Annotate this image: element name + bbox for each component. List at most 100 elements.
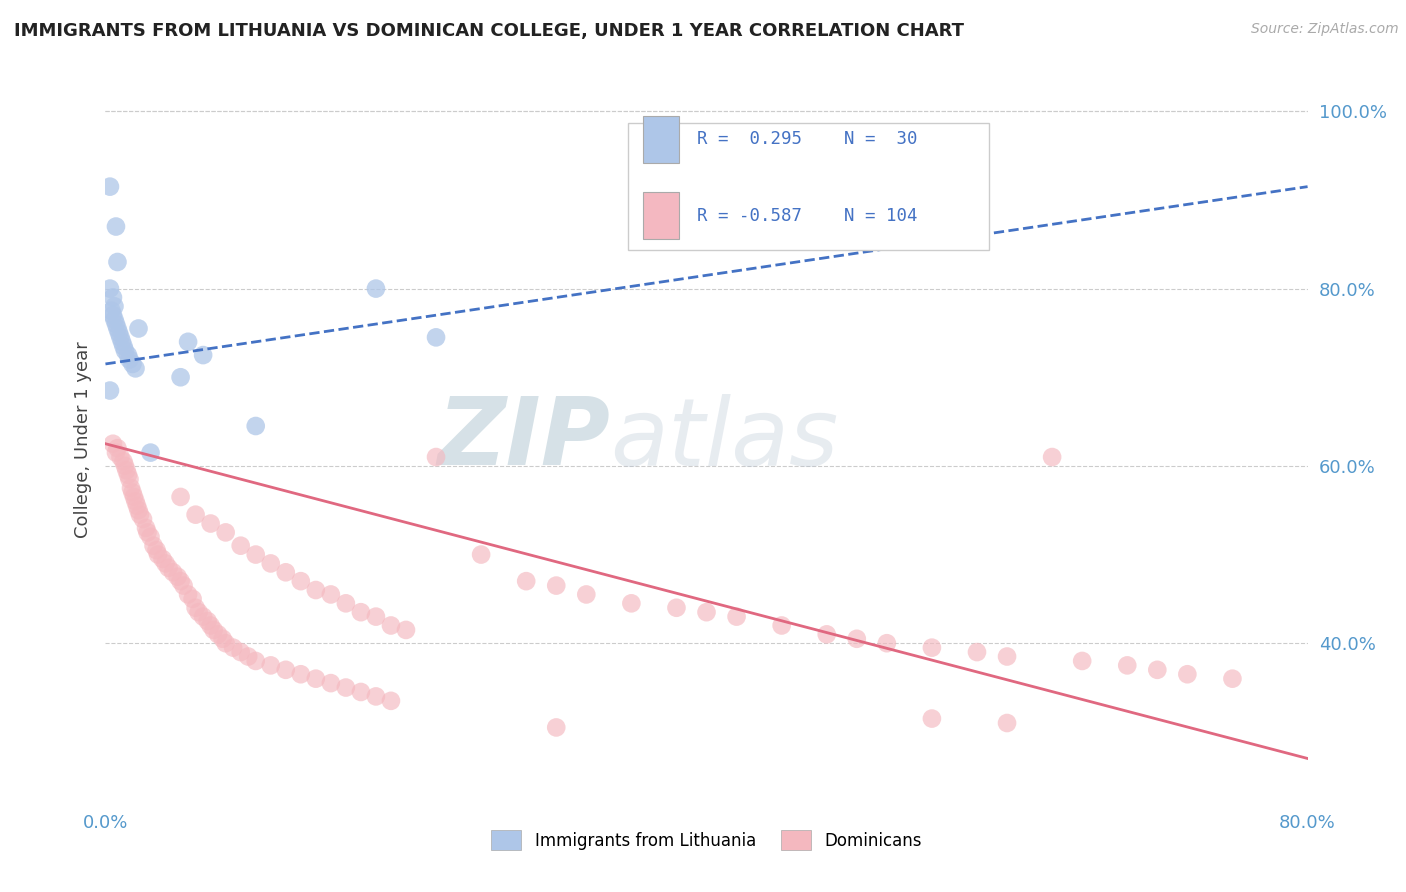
Point: [380, 694, 402, 708]
Point: [169, 370, 191, 384]
Point: [101, 308, 124, 322]
Point: [181, 591, 204, 606]
Point: [191, 348, 214, 362]
Point: [136, 525, 159, 540]
Point: [995, 649, 1018, 664]
Point: [845, 632, 868, 646]
Point: [319, 676, 342, 690]
Point: [202, 623, 225, 637]
Point: [1071, 654, 1094, 668]
Text: IMMIGRANTS FROM LITHUANIA VS DOMINICAN COLLEGE, UNDER 1 YEAR CORRELATION CHART: IMMIGRANTS FROM LITHUANIA VS DOMINICAN C…: [14, 22, 965, 40]
Point: [1040, 450, 1063, 464]
Point: [229, 539, 252, 553]
Point: [142, 539, 165, 553]
Point: [350, 605, 373, 619]
Point: [245, 419, 267, 434]
Point: [129, 508, 152, 522]
Text: R = -0.587    N = 104: R = -0.587 N = 104: [697, 207, 917, 225]
Point: [184, 508, 207, 522]
Point: [128, 321, 150, 335]
Point: [335, 681, 357, 695]
Point: [107, 321, 129, 335]
FancyBboxPatch shape: [628, 123, 988, 251]
Point: [211, 632, 233, 646]
Point: [274, 566, 297, 580]
Point: [135, 521, 157, 535]
Point: [177, 334, 200, 349]
Point: [335, 596, 357, 610]
Point: [1177, 667, 1199, 681]
Point: [921, 640, 943, 655]
Point: [112, 454, 135, 468]
Point: [214, 636, 236, 650]
Point: [966, 645, 988, 659]
Point: [124, 361, 146, 376]
Point: [187, 605, 209, 619]
Point: [350, 685, 373, 699]
Point: [214, 525, 236, 540]
Legend: Immigrants from Lithuania, Dominicans: Immigrants from Lithuania, Dominicans: [485, 823, 928, 856]
Point: [121, 485, 143, 500]
Point: [380, 618, 402, 632]
Point: [546, 578, 568, 592]
Point: [696, 605, 718, 619]
Point: [110, 330, 132, 344]
Point: [114, 458, 136, 473]
Point: [470, 548, 492, 562]
Point: [191, 609, 214, 624]
Text: ZIP: ZIP: [437, 393, 610, 485]
Point: [169, 574, 191, 589]
Point: [395, 623, 418, 637]
Point: [108, 326, 131, 340]
Point: [107, 255, 129, 269]
Point: [104, 317, 127, 331]
Point: [305, 672, 328, 686]
Point: [200, 516, 222, 531]
Point: [222, 640, 245, 655]
Point: [166, 570, 188, 584]
Point: [364, 282, 387, 296]
Point: [157, 561, 180, 575]
Point: [98, 282, 121, 296]
Point: [425, 450, 447, 464]
Point: [98, 179, 121, 194]
Point: [117, 467, 139, 482]
Point: [145, 543, 167, 558]
Point: [546, 721, 568, 735]
Text: Source: ZipAtlas.com: Source: ZipAtlas.com: [1251, 22, 1399, 37]
Point: [100, 303, 122, 318]
Point: [1146, 663, 1168, 677]
Point: [101, 290, 124, 304]
Point: [197, 614, 219, 628]
Point: [162, 566, 184, 580]
Point: [245, 548, 267, 562]
Point: [575, 587, 598, 601]
Point: [440, 854, 463, 868]
Point: [122, 490, 145, 504]
Point: [245, 654, 267, 668]
Point: [260, 658, 283, 673]
Point: [364, 609, 387, 624]
Point: [121, 357, 143, 371]
Point: [104, 219, 127, 234]
Point: [515, 574, 537, 589]
Point: [319, 587, 342, 601]
Point: [118, 352, 141, 367]
Point: [146, 548, 169, 562]
Point: [238, 649, 260, 664]
Point: [101, 436, 124, 450]
Bar: [643, 116, 679, 163]
Point: [103, 312, 125, 326]
Point: [1222, 672, 1244, 686]
Point: [155, 557, 177, 571]
Point: [173, 578, 195, 592]
Point: [290, 574, 312, 589]
Text: R =  0.295    N =  30: R = 0.295 N = 30: [697, 130, 917, 148]
Point: [177, 587, 200, 601]
Point: [815, 627, 838, 641]
Point: [132, 512, 155, 526]
Point: [125, 499, 148, 513]
Point: [725, 609, 748, 624]
Point: [200, 618, 222, 632]
Point: [921, 712, 943, 726]
